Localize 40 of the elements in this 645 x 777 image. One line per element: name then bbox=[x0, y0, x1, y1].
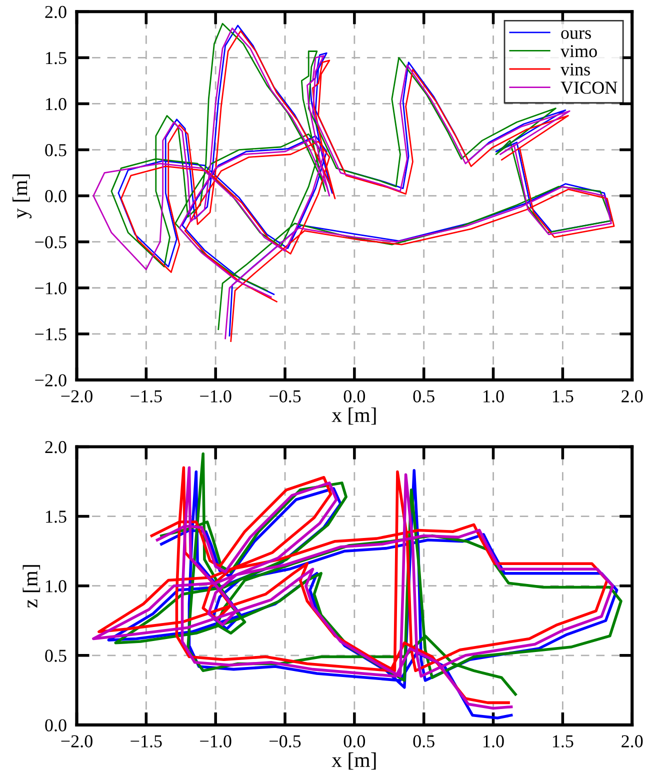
x-tick-label: −2.0 bbox=[61, 735, 92, 748]
y-tick-label: 1.5 bbox=[46, 510, 66, 523]
y-tick-label: 0.5 bbox=[45, 144, 66, 156]
legend-label: VICON bbox=[560, 82, 618, 94]
y-tick-label: −1.5 bbox=[35, 328, 66, 340]
x-tick-label: −1.0 bbox=[200, 735, 232, 748]
x-tick-label: 0.0 bbox=[344, 390, 366, 402]
y-tick-label: −1.0 bbox=[35, 282, 66, 294]
legend-label: ours bbox=[561, 30, 591, 39]
y-tick-label: −2.0 bbox=[35, 374, 66, 386]
x-tick-label: 0.5 bbox=[413, 390, 434, 402]
y-tick-label: 0.0 bbox=[45, 719, 66, 732]
x-tick-label: 0.0 bbox=[344, 735, 366, 748]
x-tick-label: −0.5 bbox=[270, 735, 301, 748]
y-tick-label: 1.0 bbox=[46, 98, 66, 110]
legend-label: vimo bbox=[560, 45, 597, 58]
y-tick-label: 0.5 bbox=[45, 650, 66, 662]
y-axis-title: z [m] bbox=[22, 565, 40, 608]
y-tick-label: 1.0 bbox=[46, 580, 66, 592]
x-tick-label: −1.5 bbox=[130, 735, 162, 748]
x-tick-label: −0.5 bbox=[270, 390, 301, 402]
x-tick-label: 1.5 bbox=[552, 390, 574, 402]
y-tick-label: −0.5 bbox=[35, 236, 66, 248]
x-tick-label: −2.0 bbox=[61, 390, 92, 402]
x-axis-title: x [m] bbox=[332, 752, 376, 770]
y-tick-label: 0.0 bbox=[45, 190, 66, 202]
y-tick-label: 2.0 bbox=[45, 441, 66, 454]
x-axis-title: x [m] bbox=[332, 407, 376, 425]
y-axis-title: y [m] bbox=[12, 174, 32, 218]
x-tick-label: 0.5 bbox=[413, 735, 434, 748]
x-tick-label: −1.0 bbox=[200, 390, 232, 402]
legend-label: vins bbox=[560, 63, 590, 76]
y-tick-label: 2.0 bbox=[45, 6, 66, 18]
x-tick-label: 1.0 bbox=[484, 735, 504, 748]
x-tick-label: 2.0 bbox=[622, 735, 643, 748]
x-tick-label: 1.0 bbox=[484, 390, 504, 402]
y-tick-label: 1.5 bbox=[46, 52, 66, 64]
x-tick-label: 1.5 bbox=[552, 735, 574, 748]
x-tick-label: 2.0 bbox=[622, 390, 643, 402]
x-tick-label: −1.5 bbox=[130, 390, 162, 402]
